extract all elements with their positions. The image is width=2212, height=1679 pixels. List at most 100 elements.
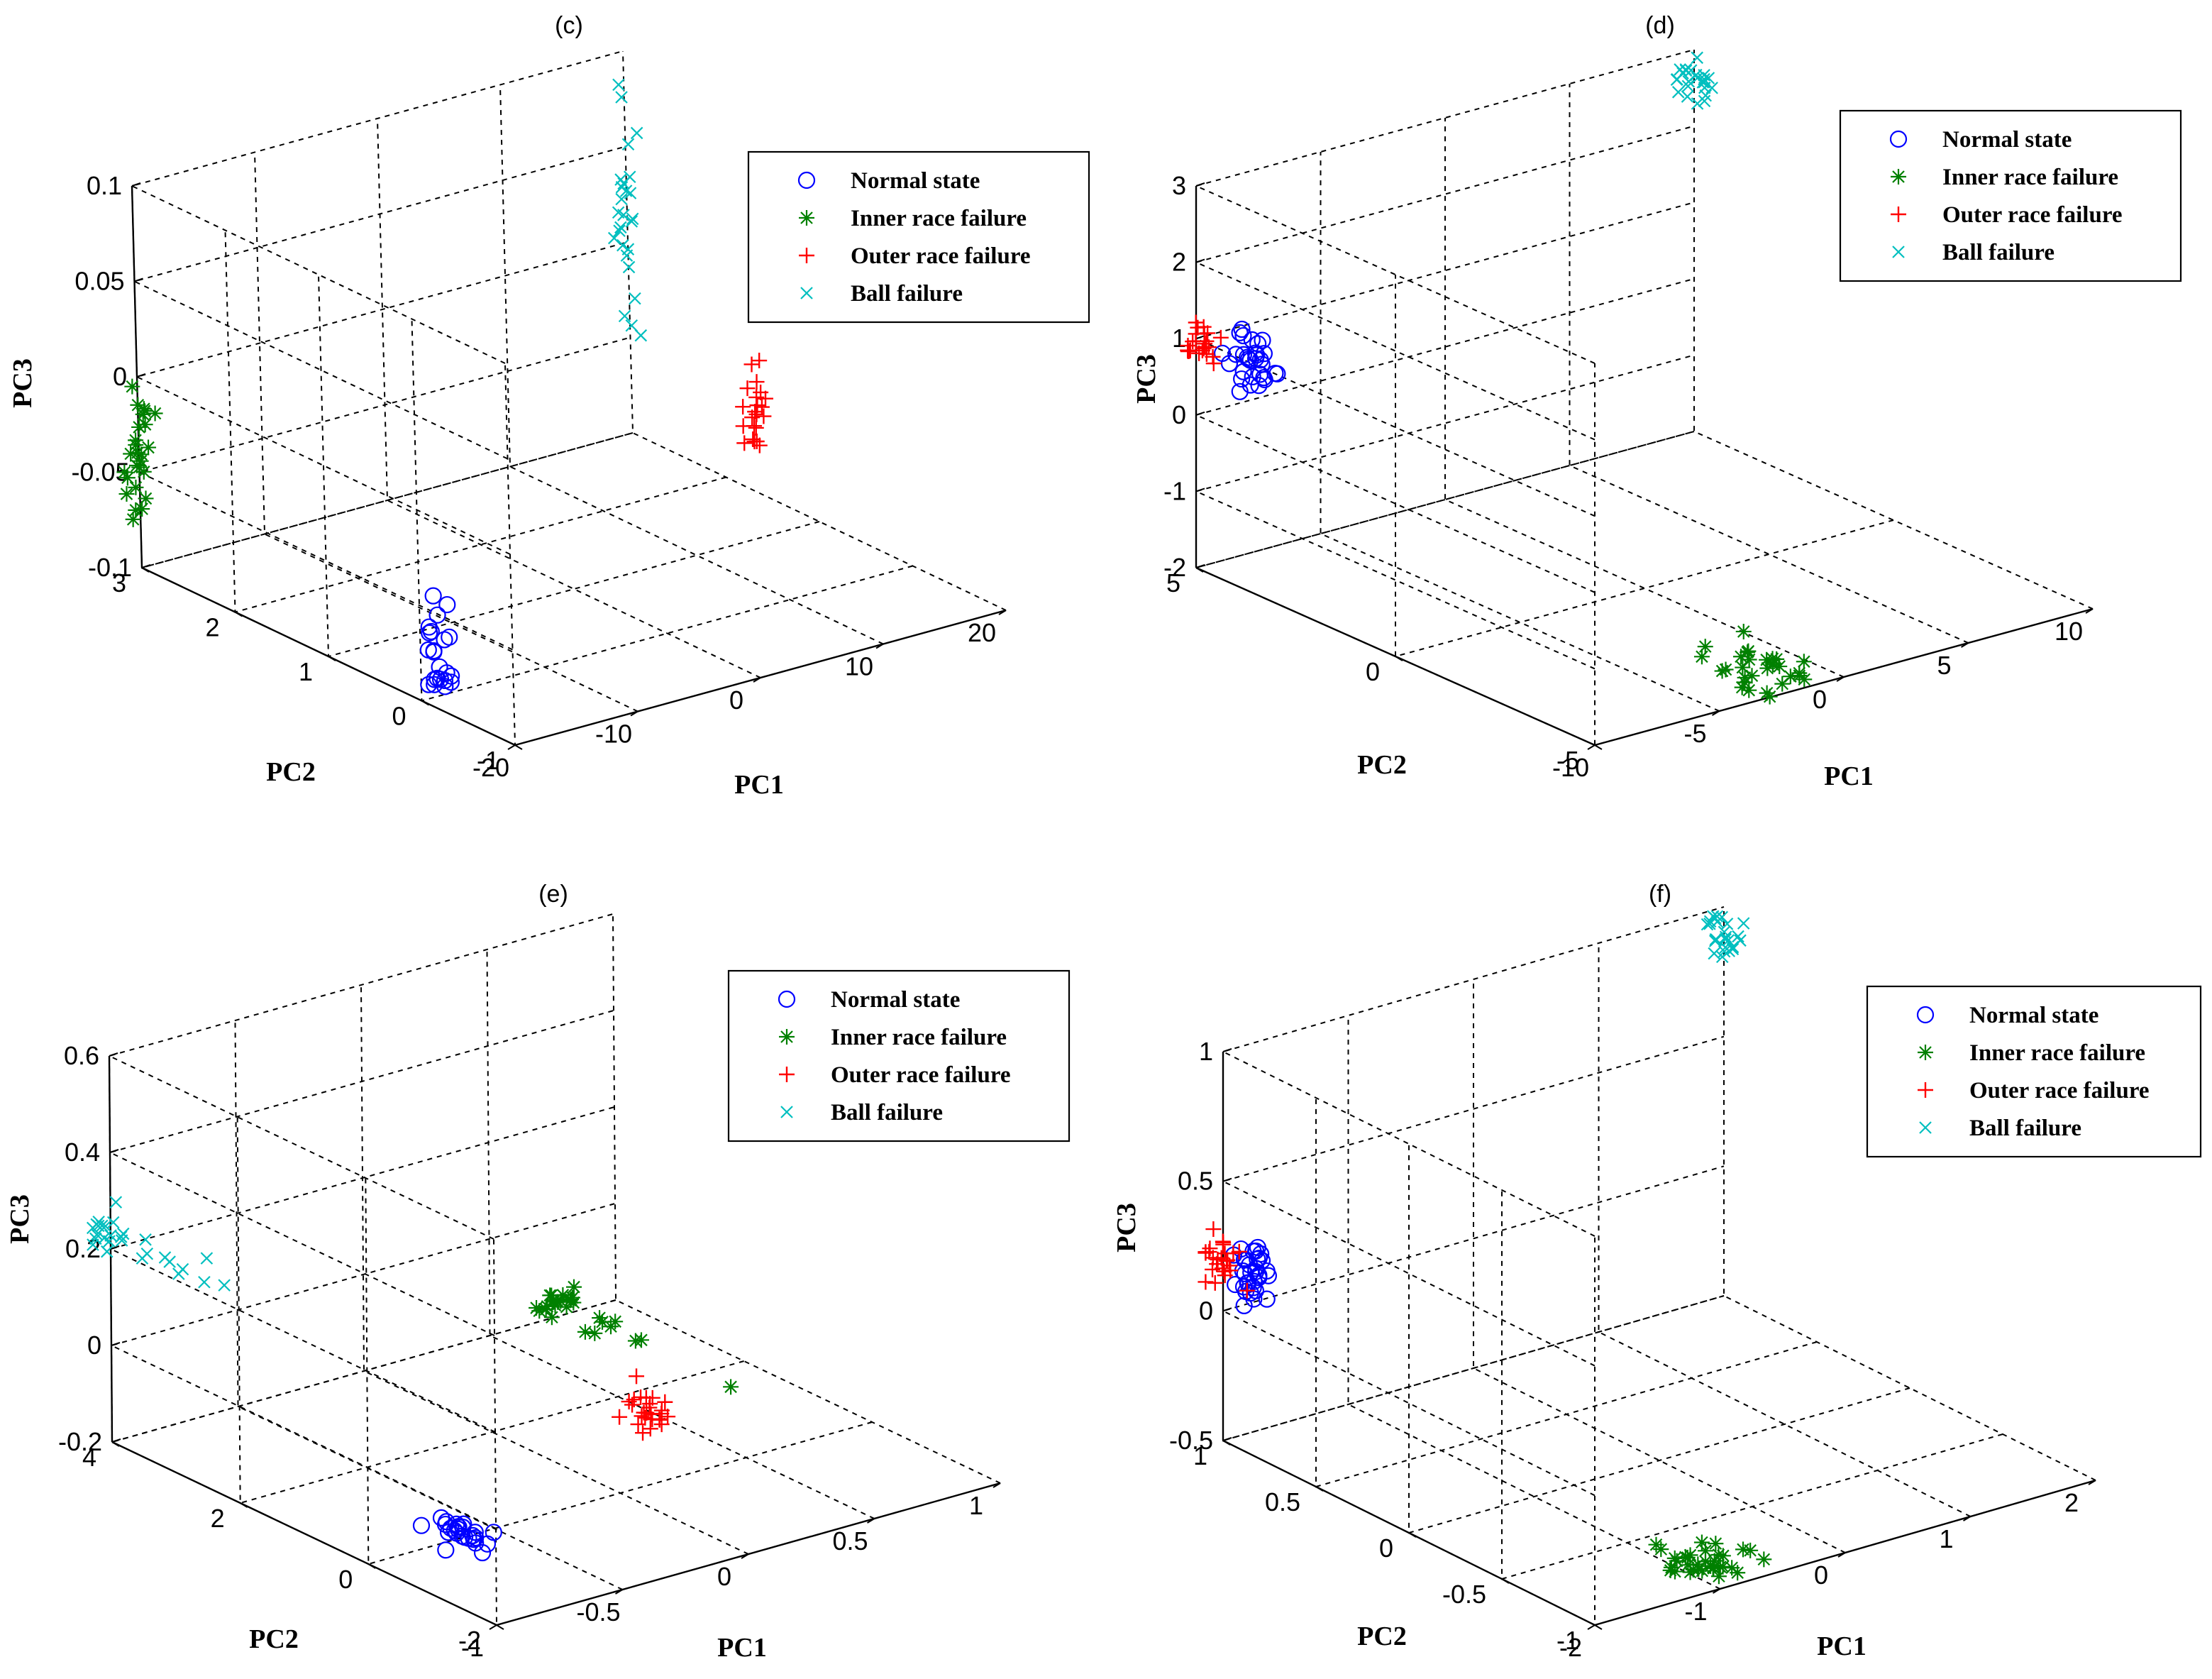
data-point (630, 126, 643, 140)
data-point (448, 1524, 465, 1542)
panel-title: (f) (1649, 881, 1671, 908)
gridline-pc3 (130, 50, 624, 364)
series-outer-race-failure (612, 1368, 676, 1441)
data-point (436, 678, 454, 695)
pc3-tick (111, 1438, 121, 1443)
pc1-tick-label: -2 (1559, 1633, 1582, 1662)
data-point (87, 1238, 99, 1251)
pc2-tick (111, 1441, 120, 1447)
series-ball-failure (1701, 910, 1750, 964)
pc3-tick (1195, 182, 1205, 187)
pc2-axis-label: PC2 (266, 757, 316, 787)
data-point (128, 479, 144, 495)
data-point (412, 1516, 431, 1534)
legend-marker (797, 171, 816, 189)
data-point (137, 417, 153, 433)
gridline-pc2 (1501, 1190, 2003, 1580)
pc2-tick-label: -5 (1556, 746, 1579, 775)
data-point (101, 1245, 114, 1258)
data-point (723, 1379, 739, 1395)
data-point (118, 486, 135, 502)
data-point (437, 1541, 455, 1559)
data-point (136, 463, 152, 480)
series-ball-failure (607, 78, 648, 342)
data-point (1248, 346, 1266, 364)
data-point (1190, 319, 1206, 336)
pc1-axis-label: PC1 (717, 1633, 767, 1663)
data-point (1735, 623, 1752, 639)
data-point (1242, 351, 1259, 369)
pc1-tick (1962, 1516, 1972, 1521)
panel-e: (e)-1-0.500.51-2024-0.200.20.40.6PC1PC2P… (5, 881, 1071, 1663)
data-point (607, 231, 621, 245)
data-point (1239, 1282, 1255, 1299)
data-point (1234, 326, 1252, 345)
data-point (603, 1319, 619, 1335)
data-point (1682, 75, 1696, 88)
gridline-pc2 (1594, 363, 2094, 747)
data-point (657, 1394, 673, 1410)
data-point (545, 1292, 561, 1309)
panel-f: (f)-2-1012-1-0.500.51-0.500.51PC1PC2PC3N… (1112, 881, 2202, 1662)
data-point (473, 1543, 492, 1562)
legend-label: Normal state (1969, 1003, 2098, 1028)
data-point (642, 1421, 658, 1437)
pc2-tick (1195, 567, 1204, 573)
gridline-pc1 (1444, 118, 1845, 678)
data-point (587, 1325, 603, 1341)
data-point (1241, 1256, 1259, 1274)
data-point (753, 384, 769, 400)
data-point (555, 1287, 571, 1303)
legend-marker (779, 1067, 795, 1082)
data-point (200, 1252, 214, 1265)
data-point (538, 1301, 554, 1318)
data-point (1205, 1221, 1222, 1238)
pc2-tick (240, 1502, 248, 1508)
data-point (90, 1228, 104, 1241)
data-point (1710, 1546, 1727, 1563)
data-point (1782, 668, 1798, 685)
pc1-tick (1711, 710, 1720, 716)
pc1-tick-label: -20 (472, 753, 509, 782)
data-point (1796, 654, 1812, 670)
data-point (577, 1323, 593, 1340)
data-point (1653, 1541, 1669, 1558)
pc3-tick (1222, 1307, 1232, 1312)
data-point (1774, 676, 1791, 692)
data-point (620, 249, 634, 262)
data-point (565, 1294, 582, 1311)
data-point (442, 673, 460, 691)
data-point (1215, 1236, 1232, 1253)
pc3-tick (134, 277, 143, 282)
data-point (106, 1216, 120, 1229)
pc3-tick-label: 1 (1199, 1037, 1213, 1066)
pc3-tick-label: 1 (1172, 324, 1186, 353)
pc1-tick-label: -5 (1683, 719, 1706, 748)
pc3-tick (1222, 1177, 1232, 1182)
data-point (1698, 1553, 1713, 1570)
data-point (1662, 1562, 1679, 1578)
pc1-tick-label: 2 (2064, 1488, 2079, 1517)
gridline-pc2 (1195, 186, 1695, 569)
data-point (621, 138, 635, 151)
pc1-tick (2088, 1480, 2096, 1485)
pc1-tick-label: 0 (1813, 685, 1827, 714)
data-point (1718, 925, 1731, 939)
pc1-tick (753, 677, 761, 683)
pc1-tick-label: -0.5 (576, 1597, 620, 1626)
data-point (1693, 1534, 1710, 1551)
data-point (138, 490, 154, 507)
pc2-tick (234, 611, 243, 617)
data-point (1671, 86, 1685, 99)
series-outer-race-failure (735, 353, 773, 453)
pc3-tick-label: -2 (1163, 553, 1186, 582)
panel-title: (d) (1645, 12, 1675, 39)
series-outer-race-failure (1180, 314, 1229, 372)
pc3-tick-label: 0 (1172, 400, 1186, 429)
pc3-tick-label: 0 (1199, 1296, 1213, 1325)
data-point (124, 378, 140, 395)
data-point (109, 1196, 123, 1209)
data-point (744, 409, 761, 426)
data-point (594, 1314, 610, 1330)
gridline-pc2 (131, 185, 634, 569)
